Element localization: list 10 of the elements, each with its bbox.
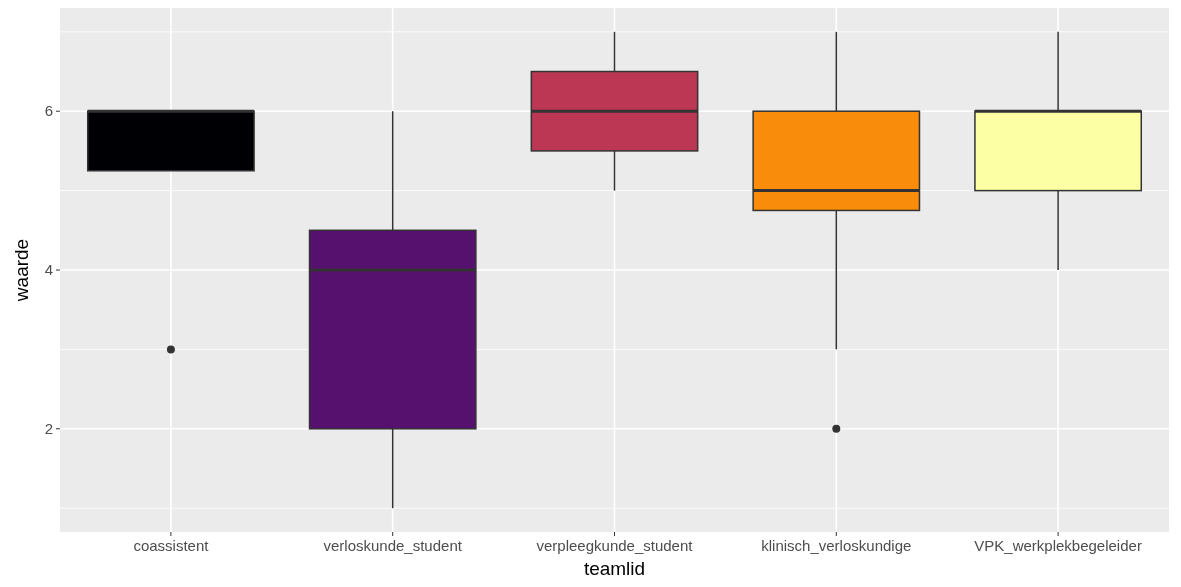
x-tick-label: verloskunde_student — [323, 537, 463, 554]
x-tick-label: coassistent — [133, 537, 210, 554]
y-axis-title: waarde — [11, 238, 32, 303]
y-tick-label: 2 — [44, 420, 53, 438]
y-tick-label: 4 — [44, 261, 53, 279]
x-tick-label: klinisch_verloskundige — [761, 537, 912, 554]
x-axis-title: teamlid — [583, 558, 646, 579]
x-tick-label: verpleegkunde_student — [536, 537, 694, 554]
y-tick-label: 6 — [44, 102, 53, 120]
x-tick-label: VPK_werkplekbegeleider — [974, 537, 1142, 554]
